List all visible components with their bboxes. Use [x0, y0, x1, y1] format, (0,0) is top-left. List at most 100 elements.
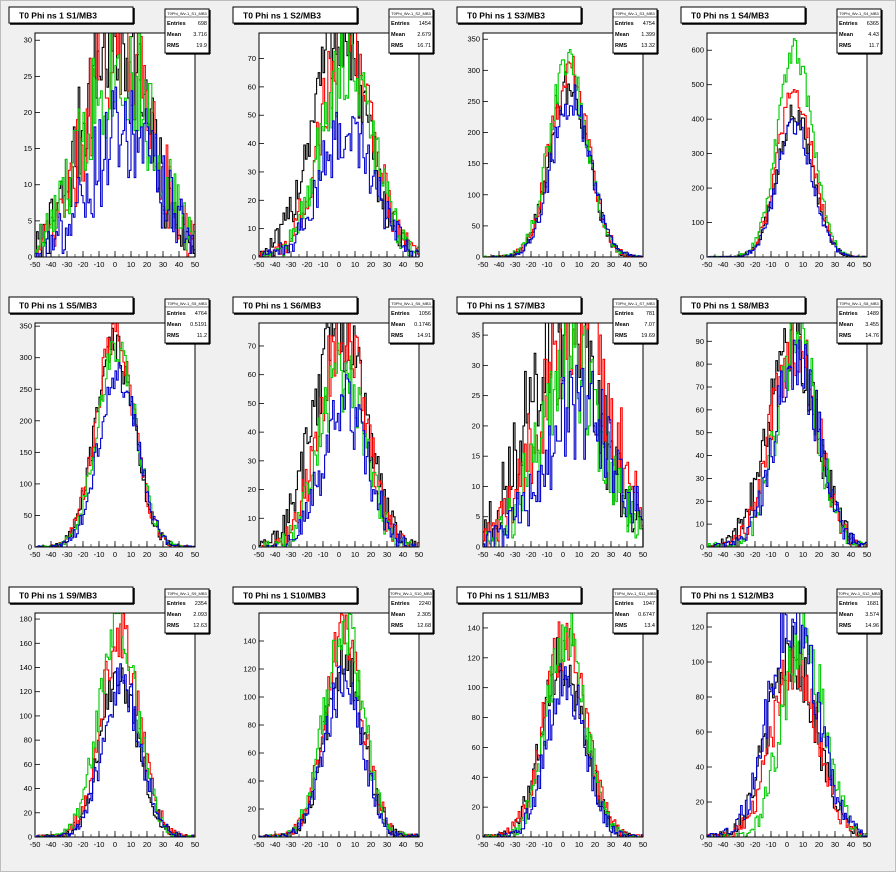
histogram-series: [482, 364, 644, 548]
y-tick-label: 60: [24, 760, 32, 769]
y-tick-label: 20: [248, 805, 256, 814]
y-tick-label: 80: [696, 693, 704, 702]
histogram-pad: -50 -40 -30 -20 -10 0 10 20 30 40 50 0 10 20 30 40 50 60 7…: [680, 296, 883, 559]
x-tick-label: -50: [478, 550, 489, 559]
histogram-series: [482, 663, 644, 838]
x-tick-label: 50: [639, 840, 647, 849]
y-tick-label: 0: [700, 543, 704, 552]
x-tick-label: 40: [847, 840, 855, 849]
x-tick-label: 0: [113, 260, 117, 269]
x-tick-label: -20: [302, 550, 313, 559]
x-tick-label: -50: [702, 550, 713, 559]
stats-value: 6365: [867, 21, 879, 27]
stats-label: Mean: [391, 32, 406, 38]
stats-name: T0Phi_Wv-1_S11_MB3: [614, 591, 656, 596]
x-tick-label: 30: [607, 260, 615, 269]
y-tick-label: 30: [24, 36, 32, 45]
x-tick-label: 50: [191, 550, 199, 559]
stats-label: Mean: [391, 322, 406, 328]
histogram-pad: -50 -40 -30 -20 -10 0 10 20 30 40 50 0 20 40 60 80 100 12…: [8, 586, 211, 849]
x-tick-label: 30: [159, 840, 167, 849]
y-tick-label: 0: [252, 833, 256, 842]
y-tick-label: 35: [472, 331, 480, 340]
histogram-series: [35, 663, 195, 838]
y-tick-label: 20: [472, 803, 480, 812]
x-tick-label: -10: [766, 840, 777, 849]
x-tick-label: -20: [750, 260, 761, 269]
x-tick-label: 0: [337, 260, 341, 269]
x-tick-label: 30: [383, 840, 391, 849]
y-tick-label: 30: [696, 474, 704, 483]
title-box: T0 Phi ns 1 S12/MB3: [680, 586, 807, 605]
y-tick-label: 0: [476, 253, 480, 262]
stats-name: T0Phi_Wv-1_S8_MB3: [839, 301, 879, 306]
x-tick-label: 40: [623, 840, 631, 849]
x-tick-label: -40: [718, 550, 729, 559]
plot-frame: [706, 32, 868, 258]
x-tick-label: -20: [78, 550, 89, 559]
title-box: T0 Phi ns 1 S4/MB3: [680, 6, 807, 25]
x-tick-label: -30: [62, 840, 73, 849]
stats-label: Entries: [167, 601, 186, 607]
y-tick-label: 350: [467, 35, 480, 44]
x-tick-label: 30: [831, 260, 839, 269]
y-tick-label: 0: [252, 253, 256, 262]
stats-box: T0Phi_Wv-1_S12_MB3 Entries 1681 Mean 3.574 RM…: [836, 588, 883, 635]
y-tick-label: 0: [476, 833, 480, 842]
y-tick-label: 120: [691, 623, 704, 632]
x-tick-label: -50: [30, 260, 41, 269]
y-tick-label: 160: [19, 639, 32, 648]
chart-title: T0 Phi ns 1 S7/MB3: [467, 301, 545, 311]
stats-label: Mean: [839, 32, 854, 38]
y-tick-label: 80: [248, 721, 256, 730]
histogram-series: [482, 322, 644, 548]
y-tick-label: 20: [24, 808, 32, 817]
y-tick-label: 0: [700, 833, 704, 842]
x-tick-label: 20: [815, 840, 823, 849]
histogram-series: [707, 339, 868, 548]
y-tick-label: 100: [691, 218, 704, 227]
x-tick-label: -20: [526, 840, 537, 849]
stats-box: T0Phi_Wv-1_S1_MB3 Entries 698 Mean 3.716 RMS 1…: [164, 8, 211, 55]
x-tick-label: 10: [351, 840, 359, 849]
y-tick-label: 40: [696, 451, 704, 460]
x-tick-label: -40: [494, 840, 505, 849]
x-tick-label: 10: [799, 550, 807, 559]
y-tick-label: 10: [248, 514, 256, 523]
x-tick-label: -30: [510, 840, 521, 849]
histogram-series: [259, 374, 419, 548]
stats-label: Mean: [615, 32, 630, 38]
y-tick-label: 100: [19, 479, 32, 488]
plot-frame: [482, 32, 644, 258]
y-tick-label: 250: [467, 97, 480, 106]
stats-value: 0.5191: [190, 322, 207, 328]
x-tick-label: 10: [127, 550, 135, 559]
y-tick-label: 250: [19, 385, 32, 394]
stats-box: T0Phi_Wv-1_S10_MB3 Entries 2240 Mean 2.305 RM…: [388, 588, 435, 635]
chart-title: T0 Phi ns 1 S9/MB3: [19, 591, 97, 601]
title-box: T0 Phi ns 1 S5/MB3: [8, 296, 135, 315]
stats-value: 2.679: [417, 32, 431, 38]
x-tick-label: 40: [623, 550, 631, 559]
x-tick-label: 50: [639, 260, 647, 269]
histogram-series: [482, 322, 644, 548]
stats-value: 4754: [643, 21, 655, 27]
y-tick-label: 150: [467, 159, 480, 168]
stats-value: 2.305: [417, 612, 431, 618]
y-tick-label: 140: [243, 637, 256, 646]
x-tick-label: -30: [62, 550, 73, 559]
x-tick-label: 40: [399, 550, 407, 559]
x-tick-label: 20: [815, 550, 823, 559]
y-tick-label: 200: [467, 128, 480, 137]
stats-label: RMS: [167, 333, 180, 339]
y-tick-label: 80: [24, 736, 32, 745]
stats-value: 11.7: [869, 43, 879, 49]
x-tick-label: 0: [113, 840, 117, 849]
x-tick-label: -20: [526, 550, 537, 559]
x-tick-label: -20: [302, 260, 313, 269]
x-tick-label: 20: [143, 840, 151, 849]
histogram-pad: -50 -40 -30 -20 -10 0 10 20 30 40 5001002003004005…: [680, 6, 883, 269]
stats-label: RMS: [167, 623, 180, 629]
x-tick-label: -10: [94, 840, 105, 849]
